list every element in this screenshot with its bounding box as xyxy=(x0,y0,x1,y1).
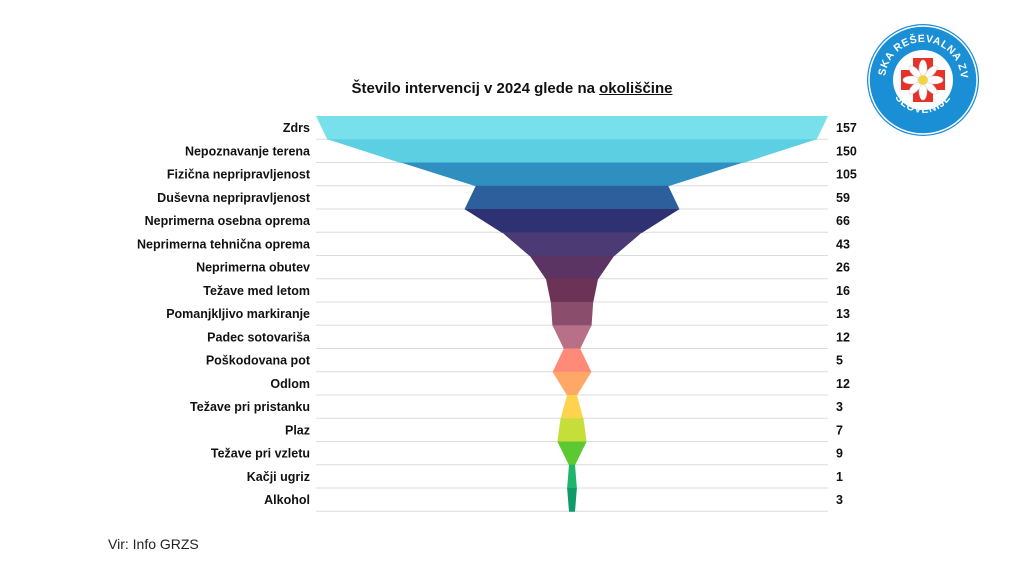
category-label: Poškodovana pot xyxy=(206,354,311,368)
category-label: Težave pri vzletu xyxy=(211,447,310,461)
funnel-segment xyxy=(464,185,680,210)
category-label: Težave pri pristanku xyxy=(190,400,310,414)
value-label: 59 xyxy=(836,191,850,205)
funnel-segment xyxy=(400,162,744,187)
value-label: 1 xyxy=(836,470,843,484)
value-label: 5 xyxy=(836,354,843,368)
category-label: Odlom xyxy=(270,377,310,391)
value-label: 43 xyxy=(836,237,850,251)
category-label: Neprimerna obutev xyxy=(196,261,310,275)
funnel-segment xyxy=(550,302,594,326)
funnel-segment xyxy=(567,488,577,512)
category-label: Kačji ugriz xyxy=(247,470,310,484)
value-label: 150 xyxy=(836,144,857,158)
funnel-segment xyxy=(552,348,592,373)
value-label: 12 xyxy=(836,330,850,344)
value-label: 3 xyxy=(836,493,843,507)
funnel-segment xyxy=(529,255,615,280)
category-label: Alkohol xyxy=(264,493,310,507)
category-label: Padec sotovariša xyxy=(207,330,311,344)
funnel-segment xyxy=(316,116,828,140)
funnel-segment xyxy=(327,139,817,163)
chart-title: Število intervencij v 2024 glede na okol… xyxy=(0,80,1024,97)
value-label: 12 xyxy=(836,377,850,391)
category-label: Fizična nepripravljenost xyxy=(167,168,311,182)
funnel-segment xyxy=(552,371,592,396)
edelweiss-icon xyxy=(902,59,944,101)
value-label: 105 xyxy=(836,168,857,182)
category-label: Zdrs xyxy=(283,121,310,135)
value-label: 26 xyxy=(836,261,850,275)
category-label: Duševna nepripravljenost xyxy=(157,191,311,205)
value-label: 3 xyxy=(836,400,843,414)
source-note: Vir: Info GRZS xyxy=(108,536,199,552)
funnel-segment xyxy=(557,418,587,442)
funnel-segment xyxy=(557,441,587,466)
funnel-segment xyxy=(560,395,584,419)
value-label: 13 xyxy=(836,307,850,321)
funnel-segment xyxy=(545,278,599,303)
funnel-segment xyxy=(552,325,592,349)
chart-title-underlined: okoliščine xyxy=(599,80,673,97)
funnel-segment xyxy=(464,209,680,233)
chart-title-main: Število intervencij v 2024 glede na xyxy=(351,80,600,97)
category-label: Neprimerna tehnična oprema xyxy=(137,237,311,251)
funnel-layer xyxy=(316,116,828,512)
grzs-logo: GORSKA REŠEVALNA ZVEZA SLOVENIJE xyxy=(861,13,981,138)
value-label: 7 xyxy=(836,423,843,437)
category-label: Težave med letom xyxy=(203,284,310,298)
value-label: 16 xyxy=(836,284,850,298)
value-label: 66 xyxy=(836,214,850,228)
value-label: 157 xyxy=(836,121,857,135)
funnel-segment xyxy=(567,464,577,489)
category-label: Plaz xyxy=(285,423,310,437)
category-label: Neprimerna osebna oprema xyxy=(145,214,311,228)
funnel-segment xyxy=(501,232,643,256)
category-label: Pomanjkljivo markiranje xyxy=(166,307,310,321)
value-label: 9 xyxy=(836,447,843,461)
category-label: Nepoznavanje terena xyxy=(185,144,311,158)
